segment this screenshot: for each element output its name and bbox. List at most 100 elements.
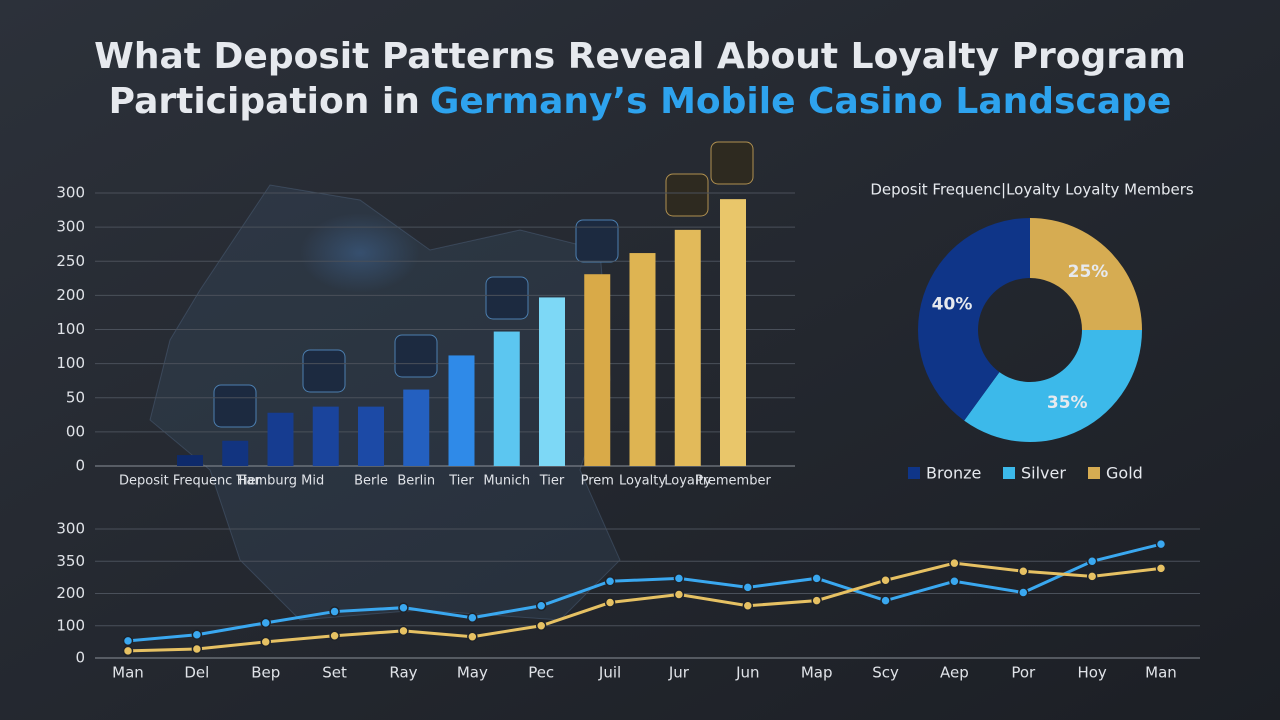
point — [329, 606, 340, 617]
y-tick-label: 350 — [56, 552, 85, 570]
y-tick-label: 200 — [56, 286, 85, 304]
legend-label: Silver — [1021, 464, 1066, 483]
x-tick-label: Hoy — [1077, 664, 1106, 682]
x-tick-label: Jur — [668, 664, 690, 682]
point — [949, 557, 960, 569]
icon — [710, 141, 754, 185]
y-tick-label: 300 — [56, 218, 85, 236]
bar — [584, 274, 611, 466]
point — [260, 617, 271, 629]
point — [329, 630, 340, 641]
x-tick-label: Man — [112, 664, 144, 682]
x-tick-label: Scy — [872, 664, 899, 682]
bar — [493, 331, 520, 466]
x-tick-label: Man — [1145, 664, 1177, 682]
point — [1018, 587, 1029, 598]
x-tick-label: Tier — [539, 474, 565, 489]
bar — [267, 412, 294, 466]
bar — [177, 455, 203, 466]
slice-label: 40% — [932, 295, 973, 315]
y-tick-label: 250 — [56, 252, 85, 270]
x-tick-label: Deposit Frequenc Tier — [119, 474, 262, 489]
x-tick-label: Map — [801, 664, 833, 682]
bar — [629, 253, 656, 466]
point — [398, 625, 409, 637]
point — [1086, 571, 1098, 582]
title-highlight: Germany’s Mobile Casino Landscape — [430, 81, 1171, 122]
point — [604, 597, 616, 608]
bar — [222, 440, 249, 466]
x-tick-label: Jun — [735, 664, 759, 682]
x-tick-label: Hamburg Mid — [237, 474, 324, 489]
point — [949, 575, 960, 587]
y-tick-label: 300 — [56, 520, 85, 538]
icon — [302, 349, 346, 393]
legend-swatch — [1003, 467, 1015, 479]
point — [811, 573, 822, 584]
title-line: Participation in Germany’s Mobile Casino … — [109, 81, 1172, 122]
y-tick-label: 100 — [56, 354, 85, 372]
x-tick-label: Set — [322, 664, 347, 682]
point — [880, 595, 891, 606]
y-tick-label: 100 — [56, 320, 85, 338]
icons — [213, 141, 754, 428]
point — [122, 635, 134, 647]
chart-title: Deposit Frequenc|Loyalty Loyalty Members — [870, 181, 1194, 199]
y-tick-label: 0 — [75, 457, 85, 475]
x-tick-label: Bep — [251, 664, 280, 682]
x-tick-label: Del — [184, 664, 209, 682]
x-tick-label: Tier — [448, 474, 474, 489]
x-tick-label: Munich — [483, 474, 530, 489]
legend-swatch — [1088, 467, 1100, 479]
point — [122, 645, 134, 657]
bar — [448, 355, 475, 466]
point — [467, 631, 478, 642]
pie-slice — [1030, 218, 1142, 330]
x-tick-label: Loyalty — [619, 474, 666, 489]
bar — [358, 406, 384, 466]
point — [191, 643, 203, 655]
x-tick-label: Aep — [940, 664, 969, 682]
y-tick-label: 0 — [75, 649, 85, 667]
bar — [403, 389, 430, 466]
point — [260, 636, 271, 648]
x-tick-label: Prem — [581, 474, 614, 489]
point — [1018, 565, 1029, 577]
line — [127, 561, 1162, 653]
point — [1155, 538, 1167, 550]
point — [535, 600, 547, 612]
line — [127, 542, 1162, 643]
pie-slice — [964, 330, 1142, 443]
point — [880, 575, 891, 586]
bar — [720, 199, 746, 466]
point — [398, 602, 409, 613]
title-start: Participation in — [109, 81, 420, 122]
x-tick-label: May — [457, 664, 488, 682]
icon — [213, 384, 257, 428]
icon — [394, 334, 438, 378]
point — [673, 573, 685, 584]
title-line: What Deposit Patterns Reveal About Loyal… — [94, 36, 1186, 77]
point — [811, 595, 822, 606]
point — [535, 620, 547, 631]
slice-label: 35% — [1047, 393, 1088, 413]
point — [1086, 556, 1098, 567]
x-tick-label: Por — [1011, 664, 1036, 682]
icon — [575, 219, 619, 263]
point — [742, 582, 754, 593]
point — [191, 629, 203, 641]
y-tick-label: 50 — [66, 388, 85, 406]
legend-label: Gold — [1106, 464, 1143, 483]
icon — [485, 276, 529, 320]
bar — [674, 229, 701, 466]
y-tick-label: 00 — [66, 422, 85, 440]
legend-label: Bronze — [926, 464, 981, 483]
bar — [312, 406, 339, 466]
map-glow — [300, 213, 420, 293]
x-tick-label: Juil — [598, 664, 621, 682]
x-tick-label: Berle — [354, 474, 388, 489]
y-tick-label: 100 — [56, 616, 85, 634]
pie-slice — [917, 218, 1030, 421]
bar — [539, 297, 565, 466]
